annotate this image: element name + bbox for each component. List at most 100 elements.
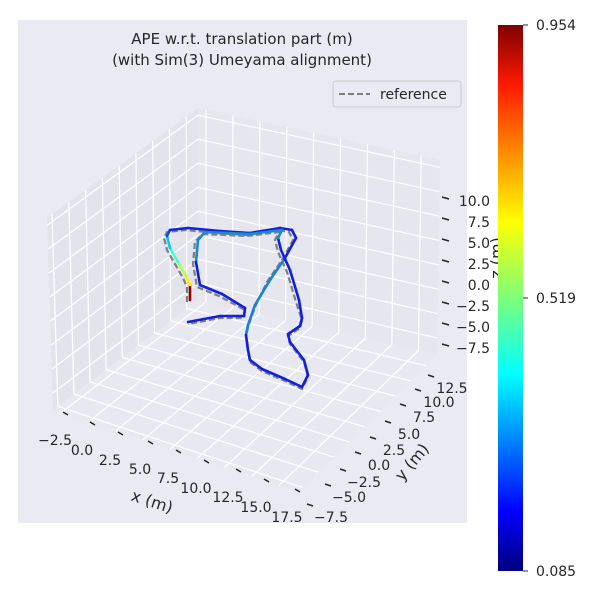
- y-gridline: [57, 405, 303, 489]
- y-tick-mark: [339, 468, 347, 472]
- x-tick-mark: [89, 421, 96, 426]
- x-tick-mark: [62, 411, 69, 416]
- colorbar: 0.954 0.519 0.085: [498, 18, 576, 580]
- trajectory-segment: [276, 236, 283, 252]
- y-gridline: [138, 344, 381, 412]
- colorbar-tick-max: 0.954: [536, 18, 576, 34]
- trajectory-segment: [297, 298, 304, 320]
- legend-box: [332, 80, 462, 108]
- x-gridline: [60, 301, 207, 414]
- z-gridline-back: [197, 282, 438, 339]
- x-gridline-back: [258, 121, 261, 315]
- y-gridline-left: [118, 165, 123, 358]
- y-gridline-left: [101, 177, 107, 370]
- z-gridline-left: [46, 114, 199, 226]
- y-gridline: [73, 393, 319, 473]
- z-gridline-back: [197, 234, 439, 290]
- z-tick-mark: [441, 301, 450, 305]
- x-tick-label: 0.0: [71, 443, 93, 459]
- y-gridline-left: [68, 202, 75, 395]
- trajectory-segment: [253, 278, 272, 307]
- trajectory-segment: [278, 226, 294, 232]
- y-gridline-left: [51, 214, 59, 407]
- x-gridline: [142, 319, 287, 441]
- legend-reference-label: reference: [380, 87, 447, 103]
- trajectory-segment: [198, 283, 224, 296]
- x-gridline: [224, 338, 366, 468]
- trajectory-segment: [246, 303, 257, 327]
- trajectory-segment: [186, 314, 222, 324]
- y-tick-label: 0.0: [368, 458, 390, 474]
- x-tick-label: 17.5: [271, 510, 302, 526]
- trajectory-segment: [203, 230, 252, 236]
- y-gridline-left: [135, 153, 139, 346]
- trajectory-segment: [168, 226, 190, 232]
- trajectory-segment: [279, 248, 292, 272]
- x-tick-mark: [175, 449, 182, 454]
- z-tick-mark: [441, 217, 450, 221]
- trajectory-segment: [242, 306, 247, 318]
- trajectory-segment: [246, 348, 252, 362]
- trajectory-segment: [248, 228, 284, 236]
- x-tick-label: −2.5: [38, 433, 72, 449]
- x-gridline-back: [311, 132, 315, 327]
- colorbar-tick-min: 0.085: [536, 564, 576, 580]
- trajectory-segment: [268, 256, 287, 282]
- trajectory-segment: [283, 236, 298, 260]
- x-tick-mark: [263, 478, 270, 483]
- trajectory-segment: [288, 268, 301, 302]
- x-tick-label: 5.0: [129, 462, 151, 478]
- y-tick-mark: [427, 374, 435, 378]
- y-gridline: [89, 381, 334, 458]
- trajectory-segment: [288, 340, 306, 362]
- z-tick-label: 2.5: [468, 257, 490, 273]
- x-gridline: [169, 325, 313, 450]
- legend: reference: [332, 80, 462, 108]
- colorbar-gradient: [498, 25, 523, 571]
- reference-trajectory: [162, 228, 310, 391]
- y-tick-mark: [354, 451, 362, 455]
- z-gridline-back: [197, 138, 440, 193]
- trajectory-segment: [244, 323, 250, 337]
- y-tick-mark: [399, 403, 407, 407]
- y-gridline-left: [168, 128, 172, 321]
- y-gridline-left: [152, 140, 156, 334]
- y-tick-label: 5.0: [398, 427, 420, 443]
- y-tick-label: 10.0: [423, 395, 454, 411]
- chart-subtitle: (with Sim(3) Umeyama alignment): [112, 51, 372, 69]
- z-gridline-back: [197, 186, 439, 242]
- z-gridline-left: [52, 282, 199, 394]
- x-tick-label: 2.5: [99, 453, 121, 469]
- trajectory-segment: [244, 333, 250, 352]
- x-gridline: [278, 350, 419, 487]
- z-tick-mark: [441, 343, 450, 347]
- z-tick-mark: [441, 322, 450, 326]
- trajectory-segment: [220, 292, 247, 310]
- x-gridline: [115, 313, 260, 432]
- trajectory-segment: [165, 234, 172, 250]
- trajectory-segment: [184, 274, 192, 287]
- left-pane: [47, 108, 198, 410]
- y-tick-mark: [384, 420, 392, 424]
- x-gridline-back: [338, 138, 342, 333]
- x-gridline-back: [364, 144, 368, 339]
- z-gridline-left: [48, 162, 199, 274]
- y-gridline-left: [84, 189, 91, 382]
- trajectory-segment: [248, 358, 264, 371]
- x-gridline-back: [417, 155, 422, 351]
- y-gridline: [122, 356, 365, 428]
- trajectory-segment: [260, 367, 287, 381]
- trajectory-segment: [283, 377, 304, 389]
- y-tick-label: −2.5: [347, 475, 381, 491]
- x-tick-mark: [235, 468, 242, 473]
- x-tick-mark: [203, 459, 210, 464]
- x-tick-label: 15.0: [240, 500, 271, 516]
- z-gridline-back: [197, 162, 440, 217]
- y-tick-label: 7.5: [413, 410, 435, 426]
- x-gridline: [251, 344, 393, 477]
- x-gridline: [196, 331, 340, 459]
- trajectory-segment: [298, 316, 304, 328]
- trajectory-segment: [302, 358, 310, 377]
- z-tick-label: −5.0: [456, 320, 490, 336]
